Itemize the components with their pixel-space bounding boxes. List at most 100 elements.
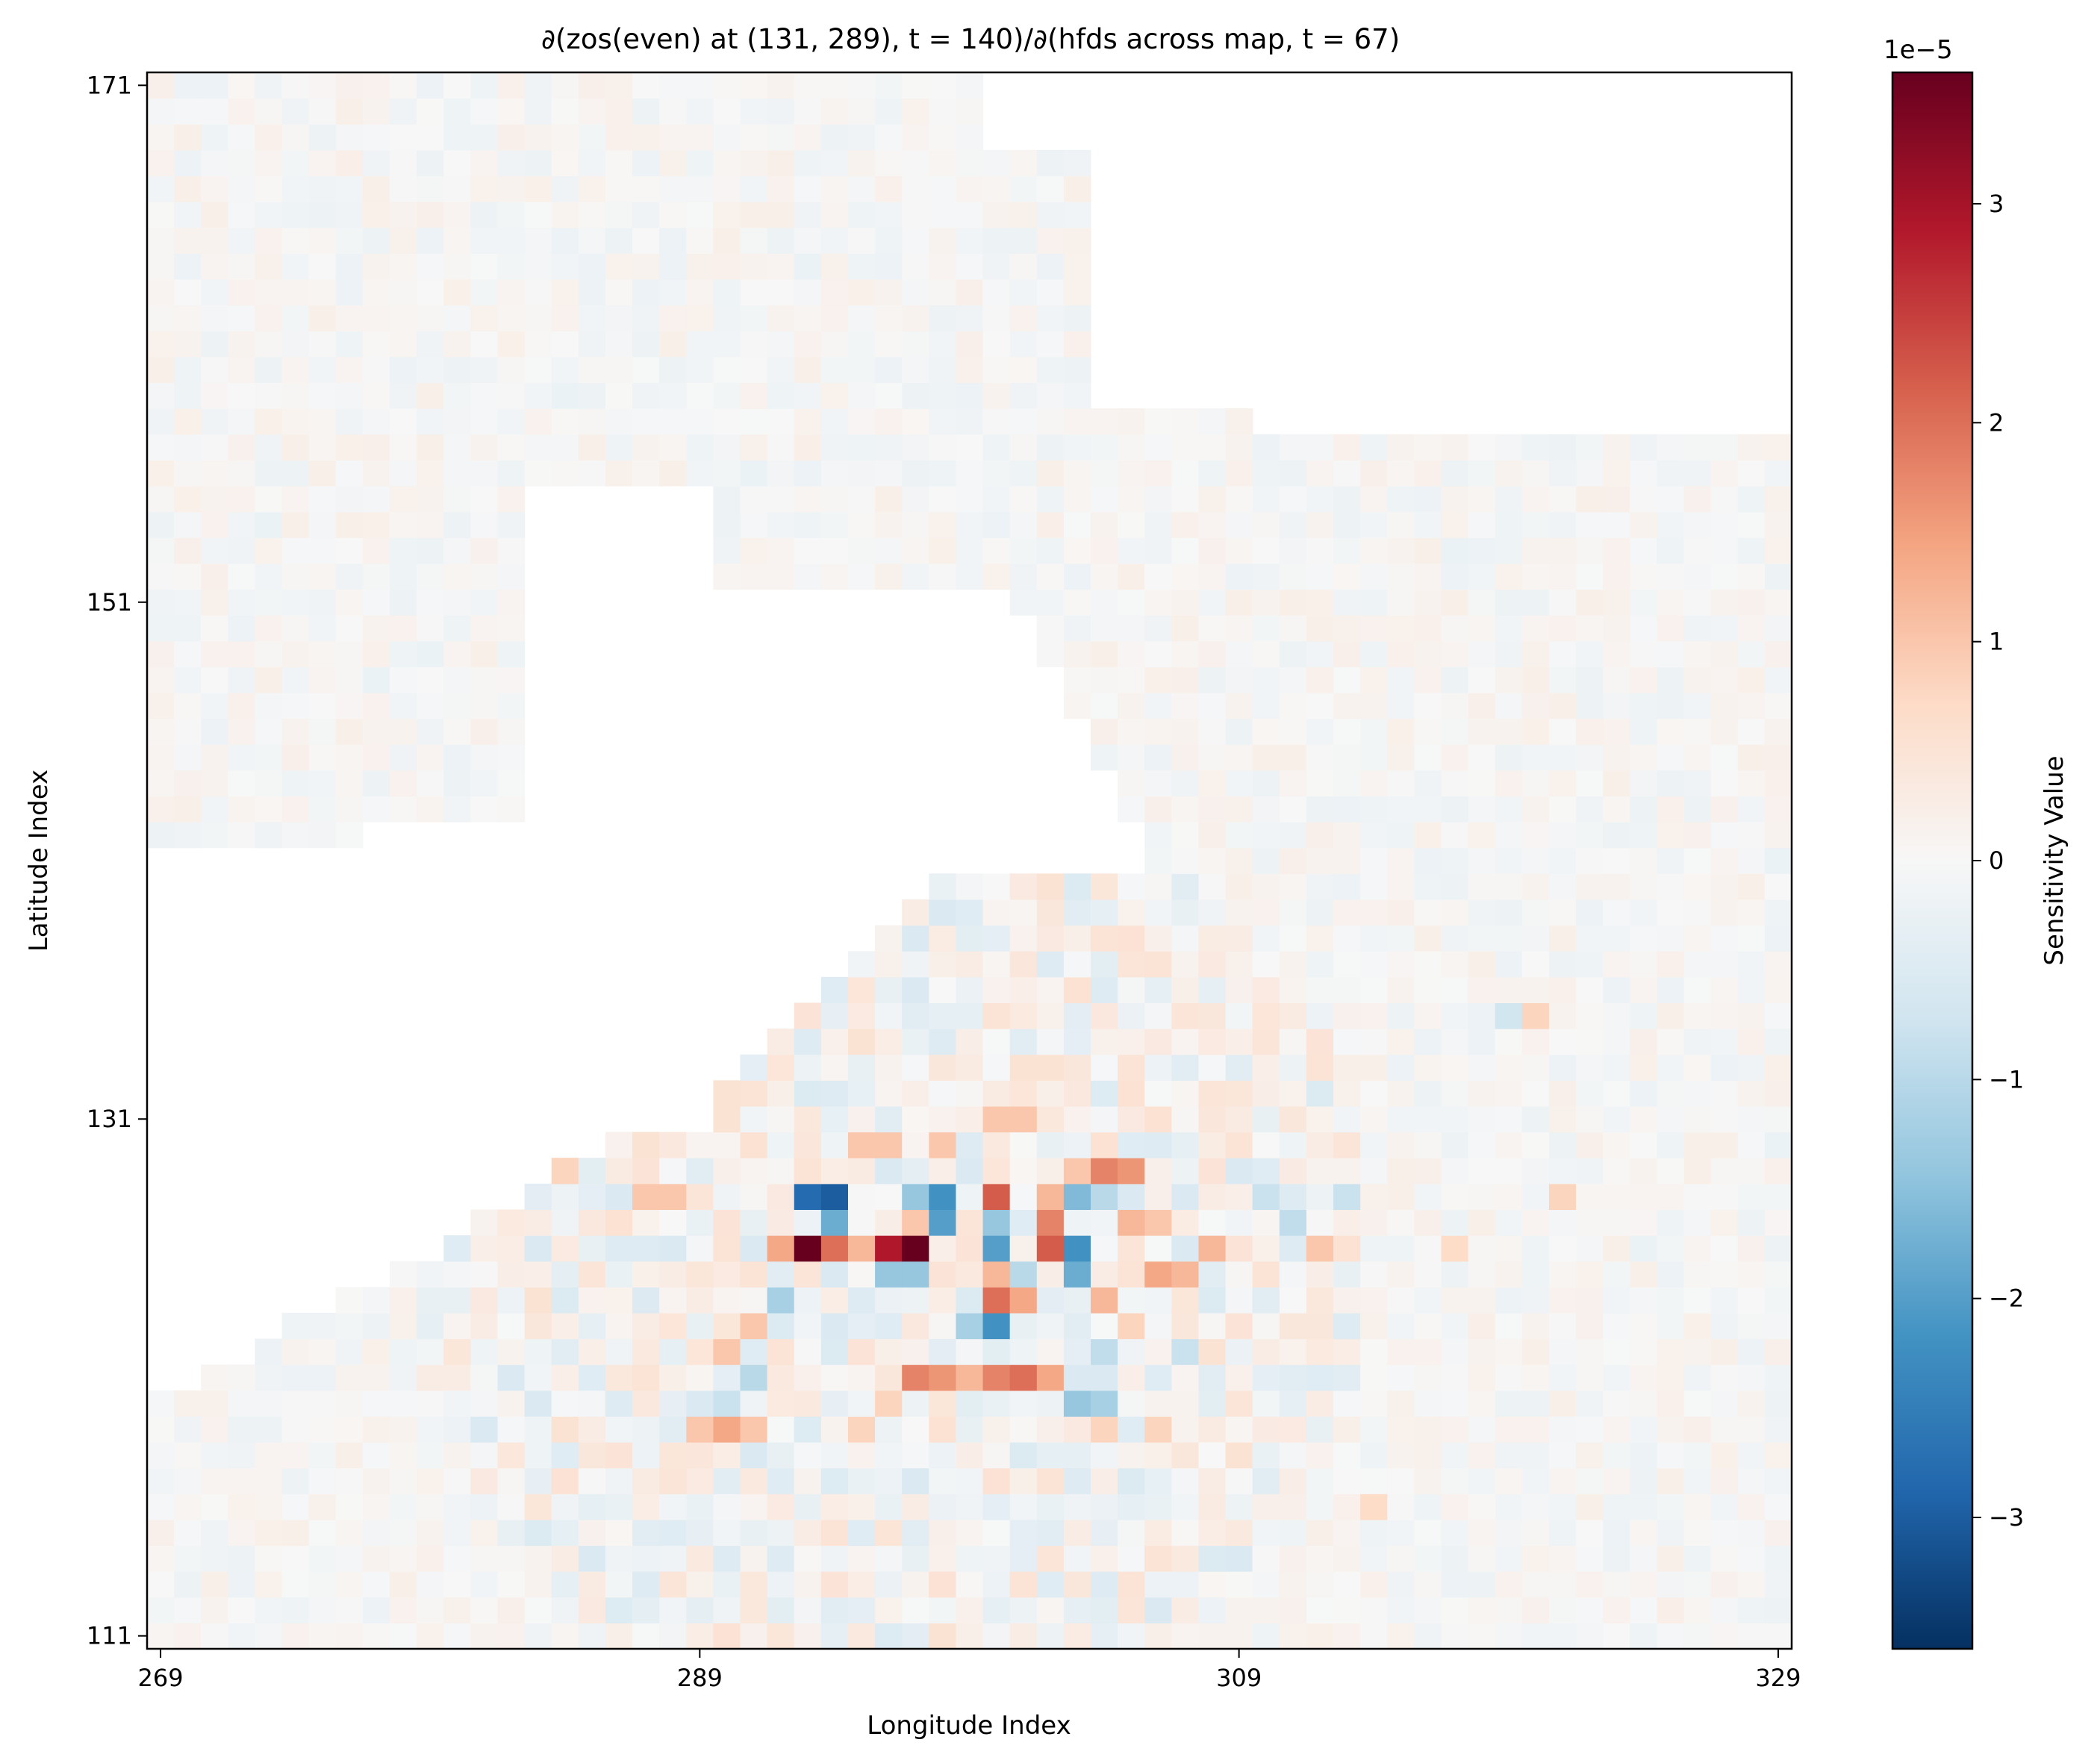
heatmap-cell <box>1198 408 1227 435</box>
heatmap-cell <box>1360 1467 1388 1494</box>
heatmap-cell <box>1441 1597 1469 1623</box>
heatmap-cell <box>847 1416 876 1443</box>
heatmap-cell <box>686 124 714 151</box>
heatmap-cell <box>1468 1002 1496 1029</box>
heatmap-cell <box>1683 718 1712 745</box>
heatmap-cell <box>443 744 471 771</box>
heatmap-cell <box>1333 1364 1361 1391</box>
heatmap-cell <box>1225 1029 1253 1055</box>
heatmap-cell <box>1360 796 1388 823</box>
heatmap-cell <box>1225 1132 1253 1158</box>
heatmap-cell <box>1468 1132 1496 1158</box>
heatmap-cell <box>1360 1287 1388 1314</box>
heatmap-cell <box>470 1235 499 1262</box>
heatmap-cell <box>767 149 795 177</box>
heatmap-cell <box>147 434 175 461</box>
heatmap-cell <box>1737 511 1766 538</box>
heatmap-cell <box>255 615 283 642</box>
heatmap-cell <box>767 356 795 384</box>
heatmap-cell <box>1198 485 1227 513</box>
heatmap-cell <box>794 1597 822 1623</box>
heatmap-cell <box>1468 511 1496 538</box>
heatmap-cell <box>1683 1105 1712 1133</box>
heatmap-cell <box>417 770 444 797</box>
heatmap-cell <box>713 1209 741 1236</box>
heatmap-cell <box>713 124 741 151</box>
heatmap-cell <box>1063 537 1091 564</box>
heatmap-cell <box>362 667 390 693</box>
heatmap-cell <box>902 976 929 1004</box>
heatmap-cell <box>551 1183 579 1211</box>
heatmap-cell <box>497 227 526 254</box>
heatmap-cell <box>632 1132 660 1158</box>
heatmap-cell <box>956 72 984 99</box>
heatmap-cell <box>1764 615 1792 642</box>
heatmap-cell <box>686 1597 714 1623</box>
heatmap-cell <box>390 1597 417 1623</box>
x-tick-label: 309 <box>1216 1664 1262 1692</box>
heatmap-cell <box>902 202 929 228</box>
heatmap-cell <box>1657 1442 1685 1469</box>
heatmap-cell <box>201 770 228 797</box>
heatmap-cell <box>1521 692 1550 720</box>
heatmap-cell <box>335 770 364 797</box>
heatmap-cell <box>362 175 390 202</box>
heatmap-cell <box>362 692 390 720</box>
heatmap-cell <box>174 331 202 358</box>
heatmap-cell <box>1333 1390 1361 1417</box>
heatmap-cell <box>1495 1597 1523 1623</box>
heatmap-cell <box>794 1519 822 1547</box>
heatmap-cell <box>1333 796 1361 823</box>
heatmap-cell <box>1036 1029 1065 1055</box>
heatmap-cell <box>1521 1597 1550 1623</box>
heatmap-cell <box>902 1002 929 1029</box>
heatmap-cell <box>1333 1261 1361 1288</box>
heatmap-cell <box>255 1545 283 1572</box>
heatmap-cell <box>174 253 202 280</box>
heatmap-cell <box>174 667 202 693</box>
heatmap-cell <box>174 615 202 642</box>
heatmap-cell <box>201 615 228 642</box>
heatmap-cell <box>1521 925 1550 952</box>
heatmap-cell <box>417 253 444 280</box>
heatmap-cell <box>847 1029 876 1055</box>
heatmap-cell <box>847 382 876 409</box>
heatmap-cell <box>308 692 337 720</box>
heatmap-cell <box>228 1416 256 1443</box>
heatmap-cell <box>1683 1235 1712 1262</box>
heatmap-cell <box>875 460 903 487</box>
heatmap-cell <box>578 1494 606 1520</box>
heatmap-cell <box>659 1467 687 1494</box>
heatmap-cell <box>1009 460 1038 487</box>
heatmap-cell <box>1495 563 1523 590</box>
heatmap-cell <box>1198 770 1227 797</box>
heatmap-cell <box>1360 485 1388 513</box>
heatmap-cell <box>1198 1235 1227 1262</box>
heatmap-cell <box>1225 925 1253 952</box>
heatmap-cell <box>1063 1080 1091 1107</box>
heatmap-cell <box>902 1442 929 1469</box>
heatmap-cell <box>308 1390 337 1417</box>
heatmap-cell <box>686 434 714 461</box>
heatmap-cell <box>1603 485 1630 513</box>
heatmap-cell <box>578 1209 606 1236</box>
heatmap-cell <box>1764 589 1792 616</box>
heatmap-cell <box>174 692 202 720</box>
heatmap-cell <box>1495 899 1523 926</box>
heatmap-cell <box>794 1338 822 1365</box>
heatmap-cell <box>1548 589 1577 616</box>
heatmap-cell <box>335 227 364 254</box>
heatmap-cell <box>1333 1029 1361 1055</box>
heatmap-cell <box>335 1519 364 1547</box>
heatmap-cell <box>470 1364 499 1391</box>
heatmap-cell <box>1360 1105 1388 1133</box>
heatmap-cell <box>1683 1467 1712 1494</box>
heatmap-cell <box>281 1312 310 1340</box>
heatmap-cell <box>605 72 633 99</box>
heatmap-cell <box>1683 1183 1712 1211</box>
heatmap-cell <box>1468 1338 1496 1365</box>
heatmap-cell <box>1576 1442 1604 1469</box>
heatmap-cell <box>417 460 444 487</box>
heatmap-cell <box>1683 589 1712 616</box>
heatmap-cell <box>767 1054 795 1081</box>
